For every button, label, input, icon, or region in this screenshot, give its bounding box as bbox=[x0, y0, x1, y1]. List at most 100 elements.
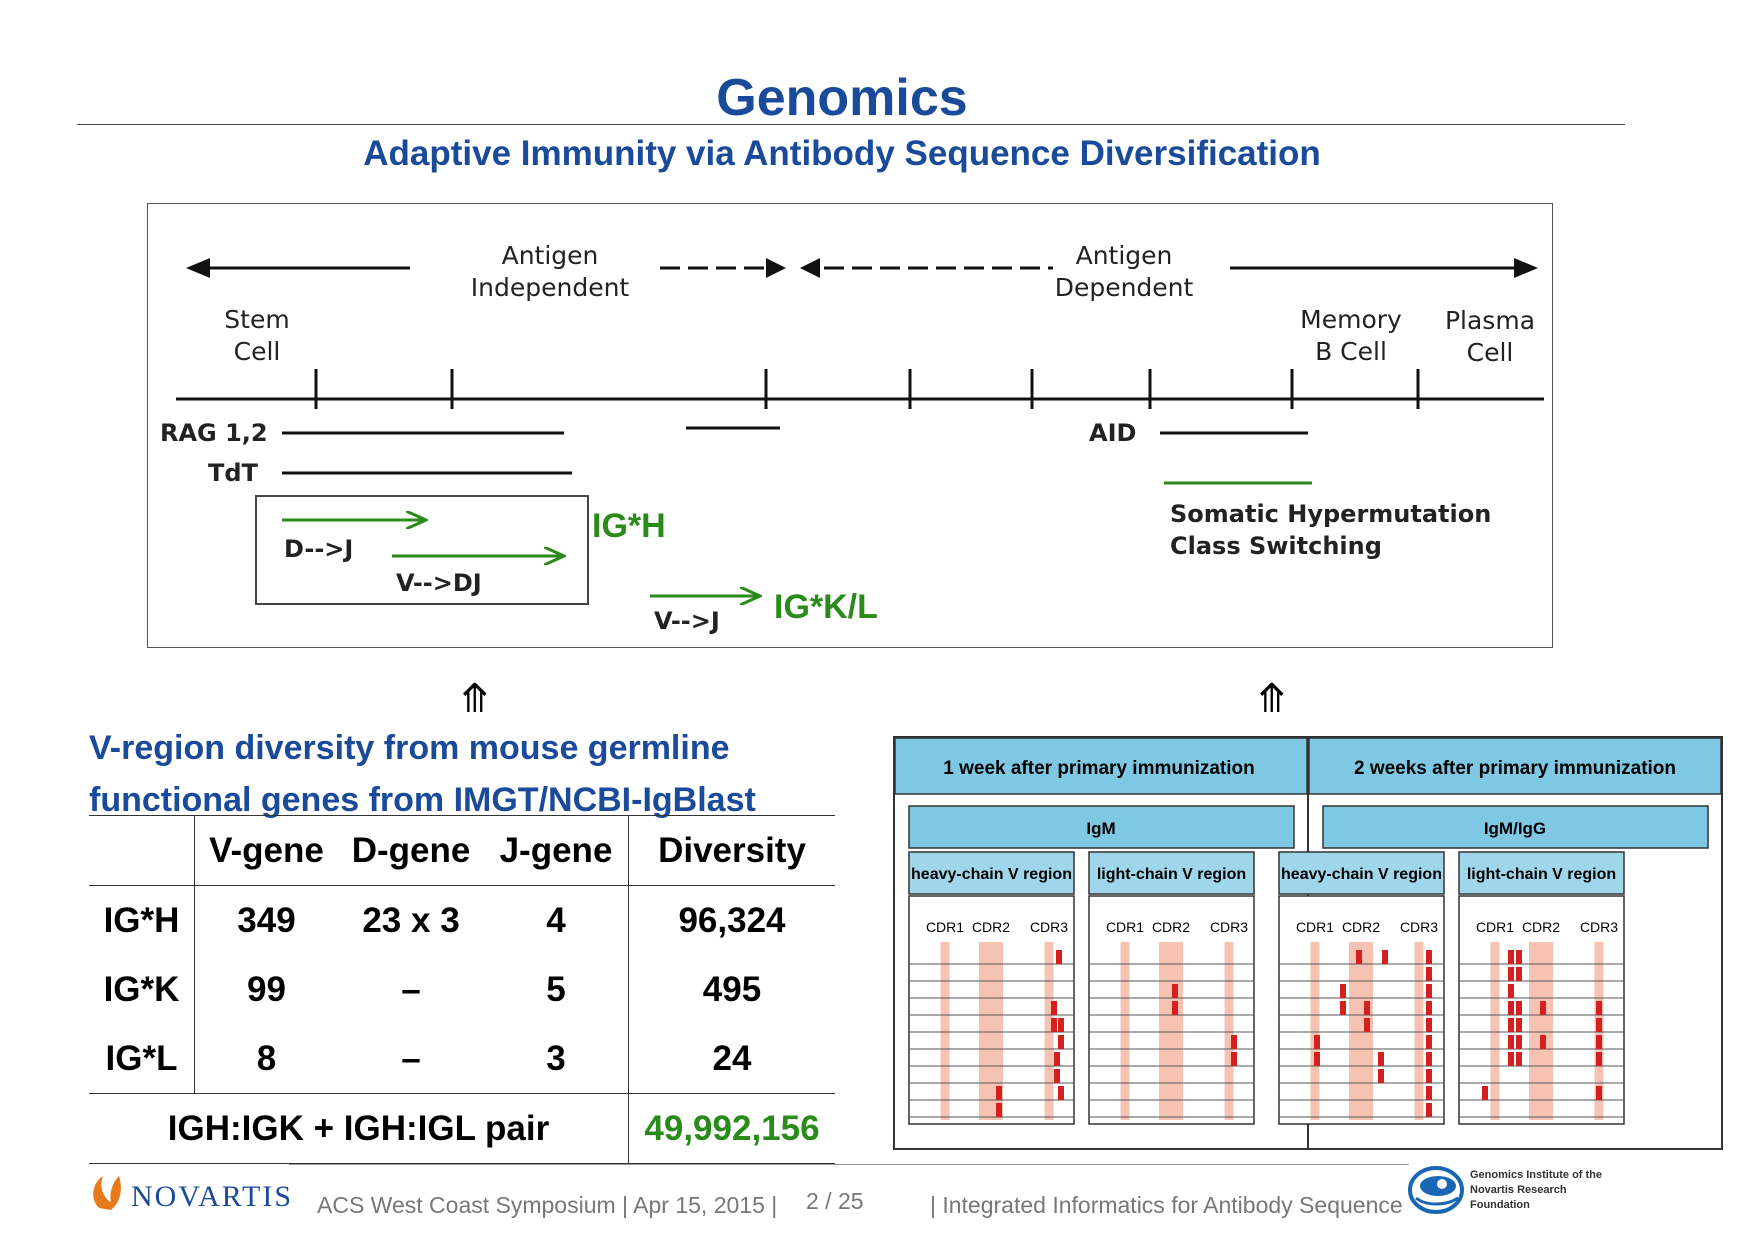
cdr-region-band bbox=[940, 942, 950, 1120]
cell-jgene: 3 bbox=[484, 1024, 629, 1094]
week2-header-bg bbox=[1308, 737, 1722, 795]
table-header-blank bbox=[89, 815, 195, 886]
shm-label: Somatic Hypermutation bbox=[1170, 500, 1491, 528]
cdr-label: CDR3 bbox=[1030, 919, 1068, 935]
novartis-wordmark: NOVARTIS bbox=[131, 1180, 293, 1213]
cdr-label: CDR3 bbox=[1210, 919, 1248, 935]
igkl-label: IG*K/L bbox=[774, 588, 878, 626]
stem-cell-label-1: Stem bbox=[224, 305, 289, 334]
footer-talk-title: | Integrated Informatics for Antibody Se… bbox=[930, 1192, 1403, 1218]
cell-diversity: 96,324 bbox=[628, 885, 835, 955]
cdr-label: CDR2 bbox=[1522, 919, 1560, 935]
mutation-mark bbox=[1426, 967, 1432, 981]
row-label: IG*H bbox=[103, 900, 180, 940]
cell-vgene: 99 bbox=[194, 955, 338, 1024]
memory-b-cell-label-1: Memory bbox=[1300, 305, 1402, 334]
cdr-region-band bbox=[1310, 942, 1320, 1120]
cdr-panels: heavy-chain V region CDR1 CDR2 CDR3 light-ch… bbox=[908, 851, 1625, 1125]
mutation-mark bbox=[1058, 1035, 1064, 1049]
mutation-mark bbox=[1426, 1018, 1432, 1032]
cell-vgene: 8 bbox=[194, 1024, 338, 1094]
mutation-mark bbox=[1058, 1086, 1064, 1100]
mutation-mark bbox=[1516, 1052, 1522, 1066]
vregion-heading-line1: V-region diversity from mouse germline bbox=[89, 729, 730, 767]
mutation-mark bbox=[1482, 1086, 1488, 1100]
gnf-eye-icon bbox=[1408, 1166, 1464, 1214]
antigen-dependent-label-2: Dependent bbox=[1055, 273, 1194, 302]
mutation-mark bbox=[1516, 1035, 1522, 1049]
mutation-mark bbox=[1508, 967, 1514, 981]
mutation-mark bbox=[996, 1086, 1002, 1100]
mutation-mark bbox=[1314, 1052, 1320, 1066]
mutation-mark bbox=[1314, 1035, 1320, 1049]
week1-header-bg bbox=[894, 737, 1308, 795]
cell-diversity: 24 bbox=[628, 1024, 835, 1094]
mutation-mark bbox=[1426, 1001, 1432, 1015]
vregion-heading: V-region diversity from mouse germline f… bbox=[89, 722, 756, 826]
gnf-line1: Genomics Institute of the bbox=[1470, 1169, 1602, 1181]
mutation-mark bbox=[1508, 1035, 1514, 1049]
arrowhead-left-2 bbox=[800, 258, 820, 278]
page-subtitle: Adaptive Immunity via Antibody Sequence … bbox=[363, 134, 1321, 173]
antigen-independent-label-1: Antigen bbox=[502, 241, 599, 270]
title-rule bbox=[77, 124, 1625, 125]
plasma-cell-label-2: Cell bbox=[1467, 338, 1514, 367]
footer-rule bbox=[289, 1164, 1409, 1165]
footer-event: ACS West Coast Symposium | Apr 15, 2015 … bbox=[317, 1192, 778, 1218]
chain-header-label: light-chain V region bbox=[1467, 866, 1616, 883]
mutation-mark bbox=[1382, 950, 1388, 964]
mutation-mark bbox=[1231, 1035, 1237, 1049]
arrowhead-right-2 bbox=[1514, 258, 1538, 278]
chain-header-bg bbox=[908, 851, 1075, 895]
cdr-label: CDR2 bbox=[1342, 919, 1380, 935]
cdr-label: CDR1 bbox=[1296, 919, 1334, 935]
mutation-mark bbox=[1508, 1001, 1514, 1015]
mutation-mark bbox=[1516, 1001, 1522, 1015]
cdr-region-band bbox=[1044, 942, 1054, 1120]
mutation-mark bbox=[1596, 1018, 1602, 1032]
v-to-j-label: V-->J bbox=[654, 607, 720, 635]
igmigg-label: IgM/IgG bbox=[1484, 819, 1546, 838]
vregion-heading-line2: functional genes from IMGT/NCBI-IgBlast bbox=[89, 781, 756, 819]
cdr-label: CDR1 bbox=[926, 919, 964, 935]
table-header-dgene: D-gene bbox=[338, 815, 484, 886]
chain-header-bg bbox=[1088, 851, 1255, 895]
pair-label: IGH:IGK + IGH:IGL pair bbox=[89, 1093, 629, 1164]
cdr-region-band bbox=[1120, 942, 1130, 1120]
table-header-row: V-gene D-gene J-gene Diversity bbox=[89, 815, 835, 886]
week2-header: 2 weeks after primary immunization bbox=[1354, 758, 1676, 779]
cell-vgene: 349 bbox=[194, 885, 338, 955]
cdr-region-band bbox=[1414, 942, 1424, 1120]
cdr-label: CDR1 bbox=[1106, 919, 1144, 935]
footer-page-number: 2 / 25 bbox=[806, 1188, 864, 1214]
cell-diversity: 495 bbox=[628, 955, 835, 1024]
plasma-cell-label-1: Plasma bbox=[1445, 306, 1535, 335]
chain-header-label: heavy-chain V region bbox=[1281, 866, 1442, 883]
mutation-mark bbox=[1516, 1018, 1522, 1032]
mutation-mark bbox=[1596, 1052, 1602, 1066]
igmigg-header-bg bbox=[1322, 805, 1709, 849]
novartis-logo: NOVARTIS bbox=[89, 1168, 309, 1225]
mutation-mark bbox=[1364, 1001, 1370, 1015]
mutation-mark bbox=[1426, 1052, 1432, 1066]
novartis-flame-icon bbox=[93, 1176, 121, 1210]
mutation-mark bbox=[1540, 1001, 1546, 1015]
cdr-label: CDR3 bbox=[1580, 919, 1618, 935]
up-arrow-left: ⤊ bbox=[458, 677, 492, 721]
mutation-mark bbox=[1058, 1018, 1064, 1032]
class-switch-label: Class Switching bbox=[1170, 532, 1382, 560]
mutation-mark bbox=[1051, 1018, 1057, 1032]
row-label: IG*L bbox=[89, 1024, 195, 1094]
mutation-mark bbox=[1364, 1018, 1370, 1032]
d-to-j-label: D-->J bbox=[284, 535, 353, 563]
cdr-label: CDR1 bbox=[1476, 919, 1514, 935]
cell-jgene: 4 bbox=[546, 900, 566, 940]
chain-header-label: heavy-chain V region bbox=[911, 866, 1072, 883]
mutation-mark bbox=[1231, 1052, 1237, 1066]
mutation-mark bbox=[1378, 1069, 1384, 1083]
cell-dgene: 23 x 3 bbox=[362, 900, 460, 940]
aid-label: AID bbox=[1089, 419, 1136, 447]
arrowhead-left-1 bbox=[186, 258, 210, 278]
rag-label: RAG 1,2 bbox=[160, 419, 268, 447]
mutation-mark bbox=[1540, 1035, 1546, 1049]
